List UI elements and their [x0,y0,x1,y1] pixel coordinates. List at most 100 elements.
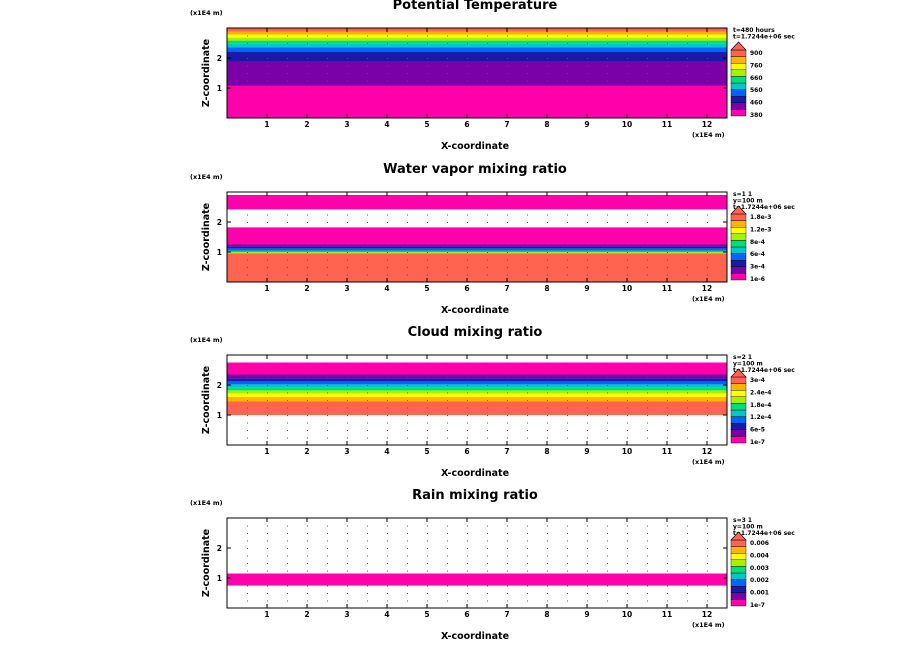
grid-dot [667,555,668,557]
colorbar-label: 8e-4 [750,239,765,246]
grid-dot [507,222,508,223]
grid-dot [347,259,348,261]
grid-dot [327,259,328,261]
grid-dot [267,222,268,223]
grid-dot [487,407,488,409]
grid-dot [307,570,308,572]
y-axis-label: Z-coordinate [201,39,212,107]
grid-dot [547,222,548,223]
colorbar-label: 660 [750,75,763,82]
grid-dot [567,199,568,201]
grid-dot [447,407,448,409]
grid-dot [647,570,648,572]
grid-dot [387,103,388,104]
x-tick-label: 2 [304,120,309,129]
grid-dot [507,585,508,587]
grid-dot [667,199,668,201]
grid-dot [387,585,388,587]
grid-dot [267,58,268,59]
y-tick-label: 2 [217,381,222,390]
grid-dot [607,110,608,112]
grid-dot [667,73,668,74]
grid-dot [487,585,488,587]
grid-dot [447,244,448,246]
grid-dot [527,370,528,371]
grid-dot [467,222,468,223]
x-tick-label: 10 [622,120,632,129]
grid-dot [367,570,368,572]
contour-band [227,374,727,379]
colorbar-label: 460 [750,100,763,107]
info-text: s=2 1 [733,354,752,361]
grid-dot [287,214,288,216]
grid-dot [307,585,308,587]
grid-dot [707,422,708,424]
grid-dot [547,563,548,564]
grid-dot [427,267,428,268]
grid-dot [667,110,668,112]
info-text: y=100 m [733,361,763,368]
grid-dot [627,35,628,37]
contour-band [227,378,727,382]
grid-dot [567,50,568,52]
grid-dot [607,578,608,579]
grid-dot [467,229,468,231]
grid-dot [267,80,268,82]
colorbar-swatch [730,383,747,391]
grid-dot [547,400,548,401]
info-text: s=3 1 [733,517,752,524]
grid-dot [427,548,428,549]
grid-dot [347,407,348,409]
x-tick-label: 3 [344,610,349,619]
grid-dot [687,525,688,527]
grid-dot [487,88,488,89]
grid-dot [367,437,368,439]
grid-dot [507,259,508,261]
grid-dot [687,570,688,572]
grid-dot [407,207,408,208]
grid-dot [667,370,668,371]
grid-dot [407,103,408,104]
grid-dot [507,252,508,253]
grid-dot [347,58,348,59]
grid-dot [707,437,708,439]
grid-dot [307,392,308,394]
grid-dot [607,50,608,52]
grid-dot [307,437,308,439]
grid-dot [647,600,648,602]
grid-dot [487,533,488,534]
grid-dot [467,563,468,564]
grid-dot [547,437,548,439]
grid-dot [607,430,608,431]
grid-dot [347,437,348,439]
contour-band [227,387,727,391]
y-axis-label: Z-coordinate [201,366,212,434]
grid-dot [447,392,448,394]
grid-dot [627,540,628,542]
grid-dot [647,267,648,268]
grid-dot [287,600,288,602]
grid-dot [427,110,428,112]
grid-dot [507,578,508,579]
grid-dot [267,593,268,594]
grid-dot [387,73,388,74]
grid-dot [607,600,608,602]
x-tick-label: 7 [504,120,509,129]
grid-dot [527,207,528,208]
grid-dot [547,199,548,201]
grid-dot [487,437,488,439]
x-tick-label: 6 [464,120,469,129]
grid-dot [547,207,548,208]
grid-dot [387,274,388,276]
grid-dot [467,540,468,542]
grid-dot [647,229,648,231]
grid-dot [367,525,368,527]
x-tick-label: 11 [662,120,672,129]
grid-dot [407,585,408,587]
grid-dot [607,593,608,594]
grid-dot [467,570,468,572]
grid-dot [407,35,408,37]
grid-dot [707,95,708,97]
grid-dot [567,570,568,572]
grid-dot [647,585,648,587]
